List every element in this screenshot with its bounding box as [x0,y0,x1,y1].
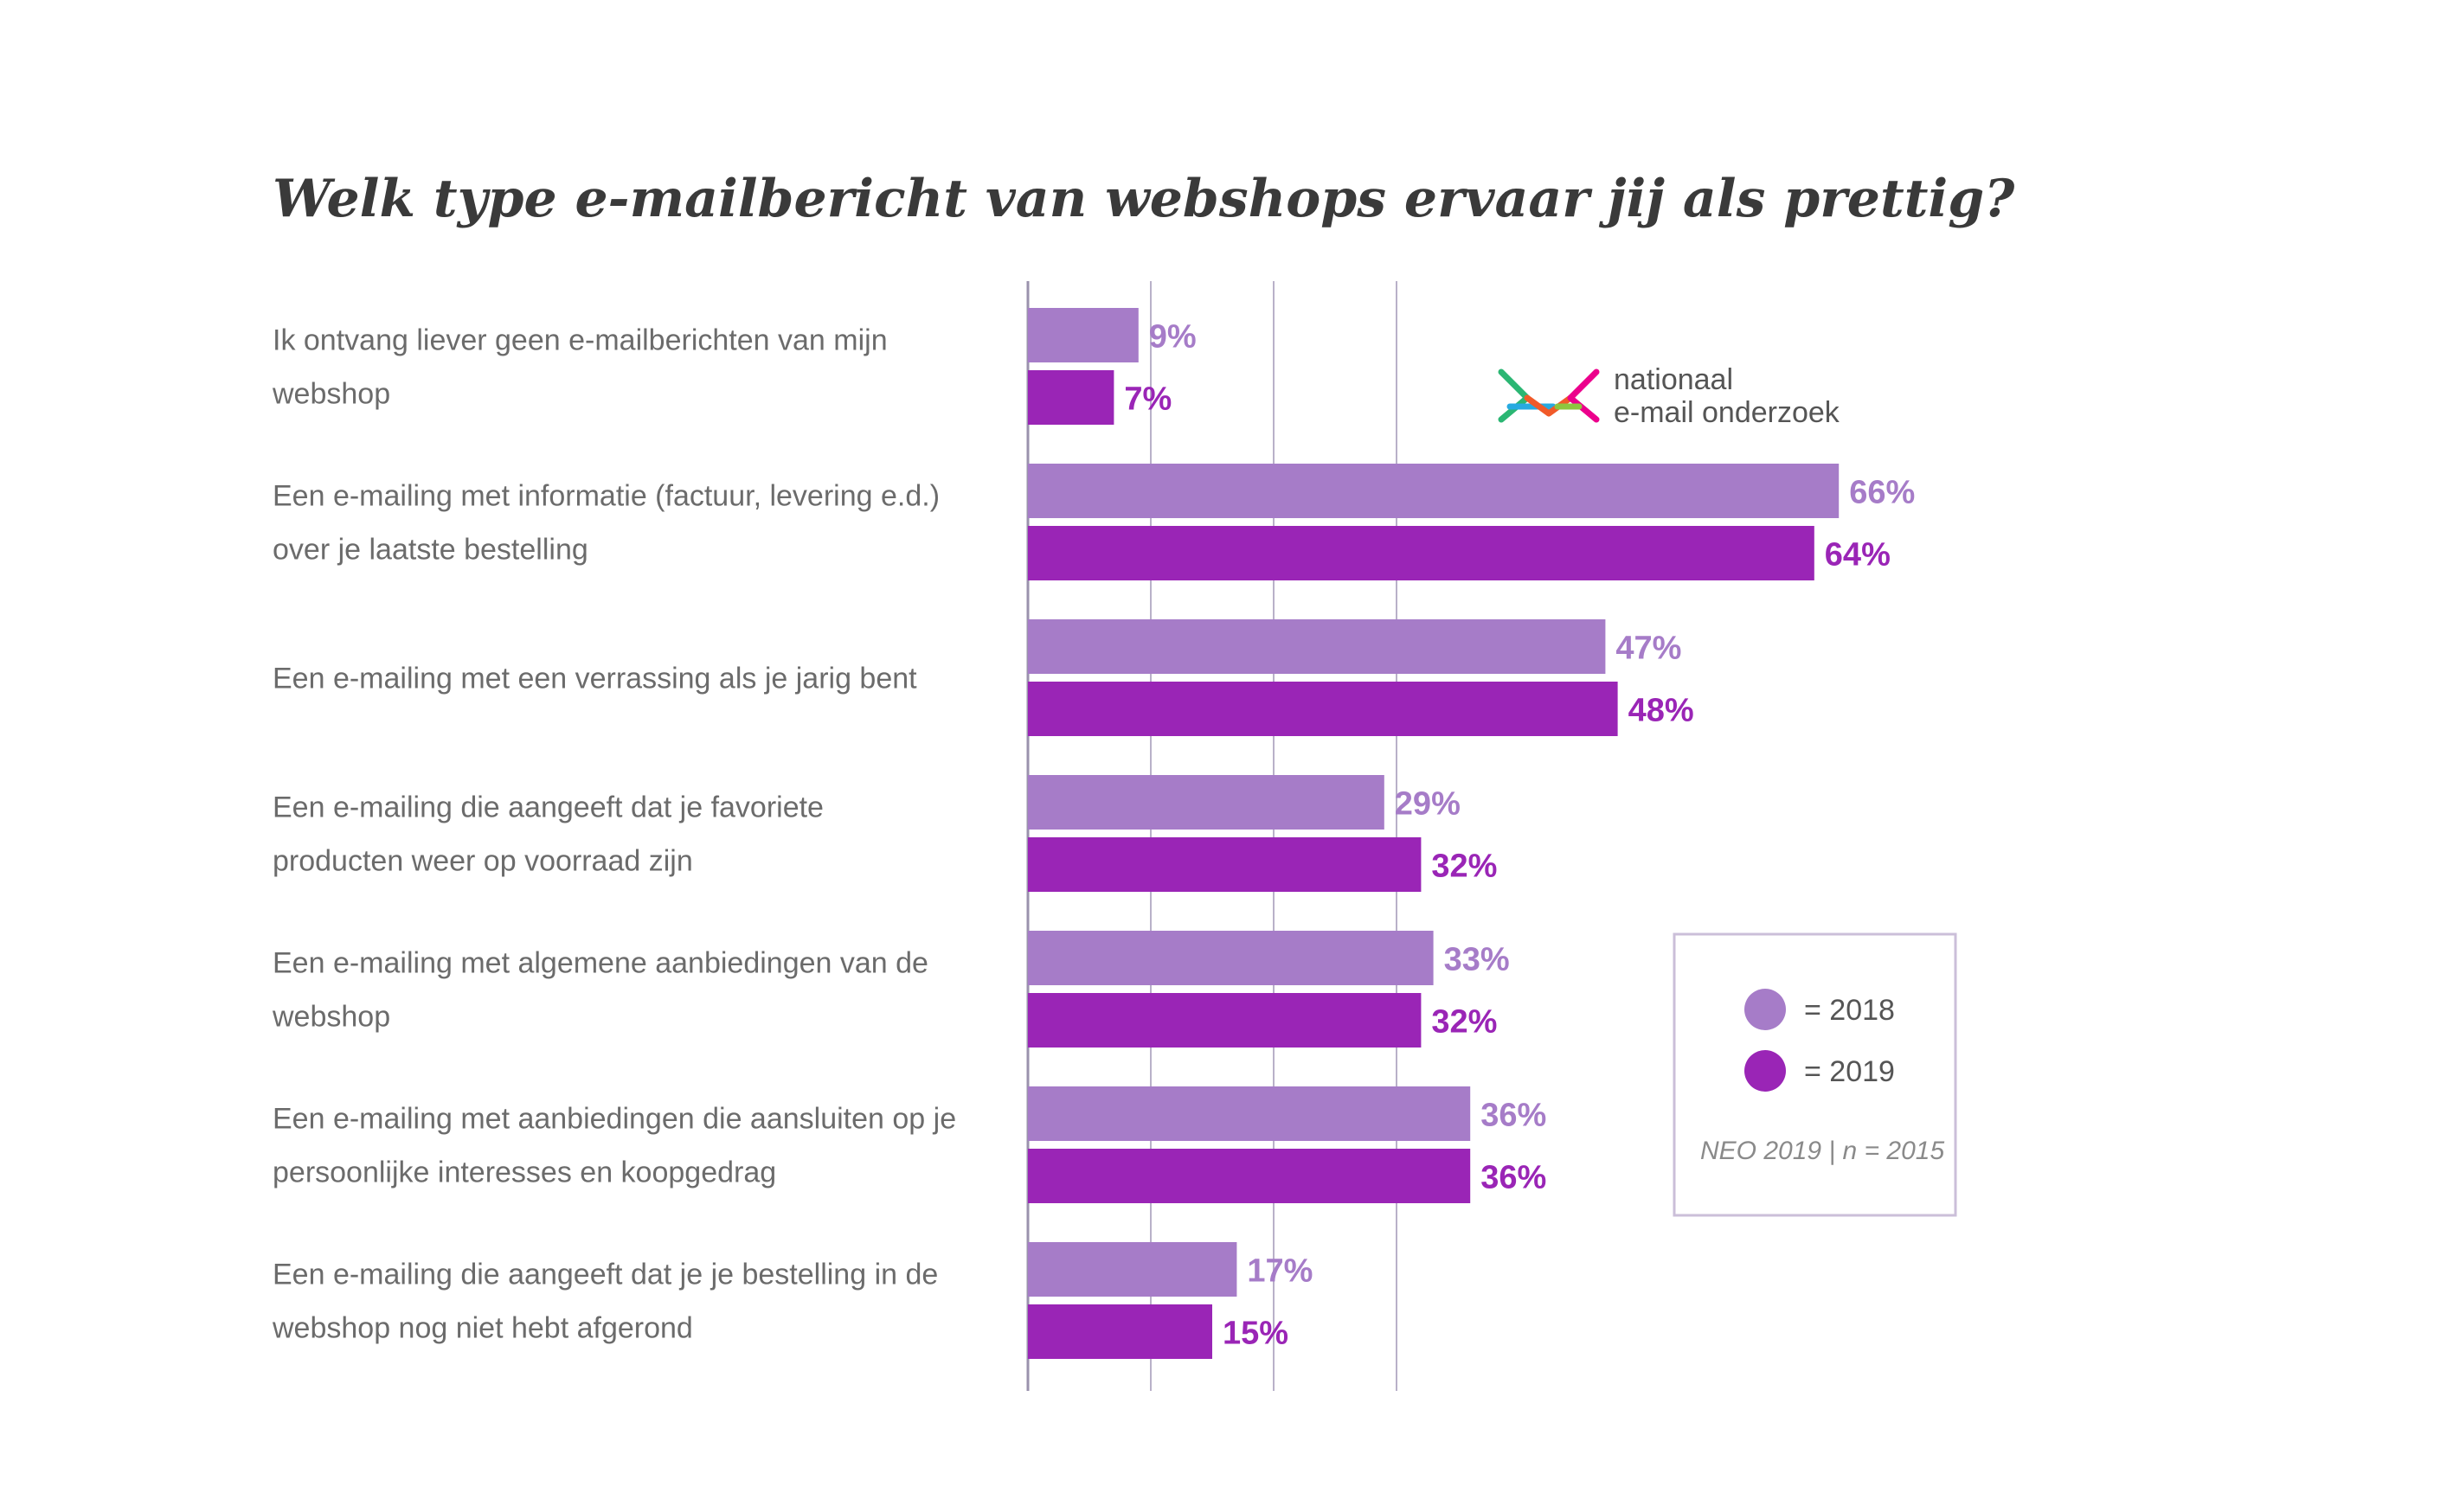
data-label-2019: 48% [1628,693,1694,729]
bar-2019 [1028,682,1618,736]
category-label-line: producten weer op voorraad zijn [273,845,693,878]
bar-2019 [1028,1304,1212,1359]
data-label-2018: 29% [1395,786,1461,823]
category-label-line: over je laatste bestelling [273,534,588,567]
bar-2018 [1028,619,1606,674]
chart-title: Welk type e-mailbericht van webshops erv… [273,169,2015,229]
data-label-2018: 9% [1149,319,1197,356]
legend-swatch-2019 [1744,1050,1786,1092]
legend-box [1673,932,1957,1217]
category-label: Een e-mailing met algemene aanbiedingen … [272,947,928,1034]
category-labels: Ik ontvang liever geen e-mailberichten v… [272,324,956,1345]
gridlines [1026,281,1397,1391]
logo-mark-icon [1498,368,1600,423]
bar-2019 [1028,1149,1471,1203]
bar-2018 [1028,464,1840,518]
bar-2018 [1028,1242,1237,1297]
bar-2019 [1028,526,1814,580]
category-label: Een e-mailing met aanbiedingen die aansl… [273,1103,956,1189]
legend-swatch-2018 [1744,989,1786,1030]
legend-label-2018: = 2018 [1804,994,1895,1027]
data-label-2018: 47% [1615,631,1681,667]
category-label-line: Een e-mailing die aangeeft dat je je bes… [273,1259,938,1291]
data-label-2018: 17% [1247,1253,1313,1290]
data-label-2019: 32% [1431,1004,1497,1041]
data-label-2018: 36% [1480,1098,1546,1134]
legend-label-2019: = 2019 [1804,1055,1895,1088]
bar-2019 [1028,370,1114,425]
category-label-line: Een e-mailing met een verrassing als je … [273,663,917,695]
data-label-2018: 33% [1444,942,1510,978]
bars [1028,308,1840,1359]
category-label: Een e-mailing die aangeeft dat je favori… [273,791,824,878]
category-label-line: webshop nog niet hebt afgerond [272,1312,693,1345]
data-label-2018: 66% [1849,475,1915,511]
category-label-line: Een e-mailing die aangeeft dat je favori… [273,791,824,824]
category-label: Een e-mailing die aangeeft dat je je bes… [272,1259,938,1345]
bar-2018 [1028,775,1384,830]
category-label: Een e-mailing met informatie (factuur, l… [273,480,940,567]
brand-logo: nationaal e-mail onderzoek [1498,363,1840,429]
data-label-2019: 36% [1480,1160,1546,1196]
logo-text-line2: e-mail onderzoek [1614,396,1840,429]
data-label-2019: 32% [1431,849,1497,885]
category-label: Ik ontvang liever geen e-mailberichten v… [272,324,888,411]
category-label-line: Ik ontvang liever geen e-mailberichten v… [273,324,888,357]
category-label-line: persoonlijke interesses en koopgedrag [273,1156,776,1189]
bar-2018 [1028,931,1434,985]
category-label-line: Een e-mailing met algemene aanbiedingen … [273,947,928,980]
bar-2019 [1028,837,1422,892]
data-label-2019: 15% [1223,1316,1288,1352]
category-label-line: webshop [272,378,390,411]
legend: = 2018 = 2019 NEO 2019 | n = 2015 [1673,932,1957,1217]
bar-2018 [1028,308,1139,362]
category-label-line: webshop [272,1001,390,1034]
category-label: Een e-mailing met een verrassing als je … [273,663,917,695]
logo-text-line1: nationaal [1614,363,1733,396]
data-label-2019: 64% [1825,537,1891,573]
value-labels: 9% 66% 47% 29% 33% 36% 17% 7% 64% 48% 32% 32% 36% 15% [1124,319,1915,1352]
data-label-2019: 7% [1124,381,1172,418]
bar-2018 [1028,1086,1471,1141]
bar-2019 [1028,993,1422,1048]
category-label-line: Een e-mailing met informatie (factuur, l… [273,480,940,513]
source-note: NEO 2019 | n = 2015 [1700,1137,1944,1165]
category-label-line: Een e-mailing met aanbiedingen die aansl… [273,1103,956,1136]
